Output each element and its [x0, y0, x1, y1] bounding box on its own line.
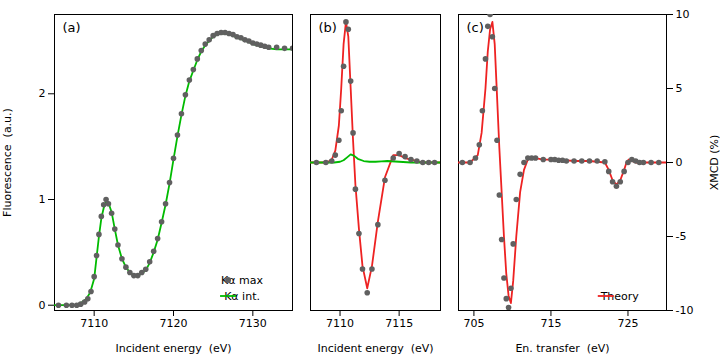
- svg-text:715: 715: [540, 317, 561, 330]
- svg-text:Incident energy (eV): Incident energy (eV): [115, 342, 231, 354]
- svg-text:7120: 7120: [160, 317, 188, 330]
- svg-text:10: 10: [676, 8, 690, 21]
- svg-text:705: 705: [463, 317, 484, 330]
- svg-text:2: 2: [39, 87, 46, 100]
- svg-text:Theory: Theory: [600, 289, 639, 303]
- svg-text:(a): (a): [63, 20, 81, 35]
- svg-text:5: 5: [676, 82, 683, 95]
- svg-text:0: 0: [676, 156, 683, 169]
- svg-text:(b): (b): [319, 20, 337, 35]
- svg-text:Kα max: Kα max: [221, 274, 263, 287]
- svg-text:7110: 7110: [80, 317, 108, 330]
- svg-text:Fluorescence (a.u.): Fluorescence (a.u.): [1, 108, 14, 217]
- svg-text:Kα int.: Kα int.: [224, 289, 260, 303]
- svg-text:Incident energy (eV): Incident energy (eV): [317, 342, 433, 354]
- svg-text:7110: 7110: [326, 317, 354, 330]
- svg-text:0: 0: [39, 299, 46, 312]
- svg-text:-10: -10: [676, 304, 694, 317]
- svg-text:-5: -5: [676, 230, 687, 243]
- svg-text:(c): (c): [467, 20, 484, 35]
- svg-text:7130: 7130: [239, 317, 267, 330]
- svg-text:1: 1: [39, 193, 46, 206]
- svg-text:7115: 7115: [385, 317, 413, 330]
- svg-text:En. transfer (eV): En. transfer (eV): [515, 342, 609, 354]
- svg-text:XMCD (%): XMCD (%): [708, 135, 720, 191]
- svg-text:725: 725: [617, 317, 638, 330]
